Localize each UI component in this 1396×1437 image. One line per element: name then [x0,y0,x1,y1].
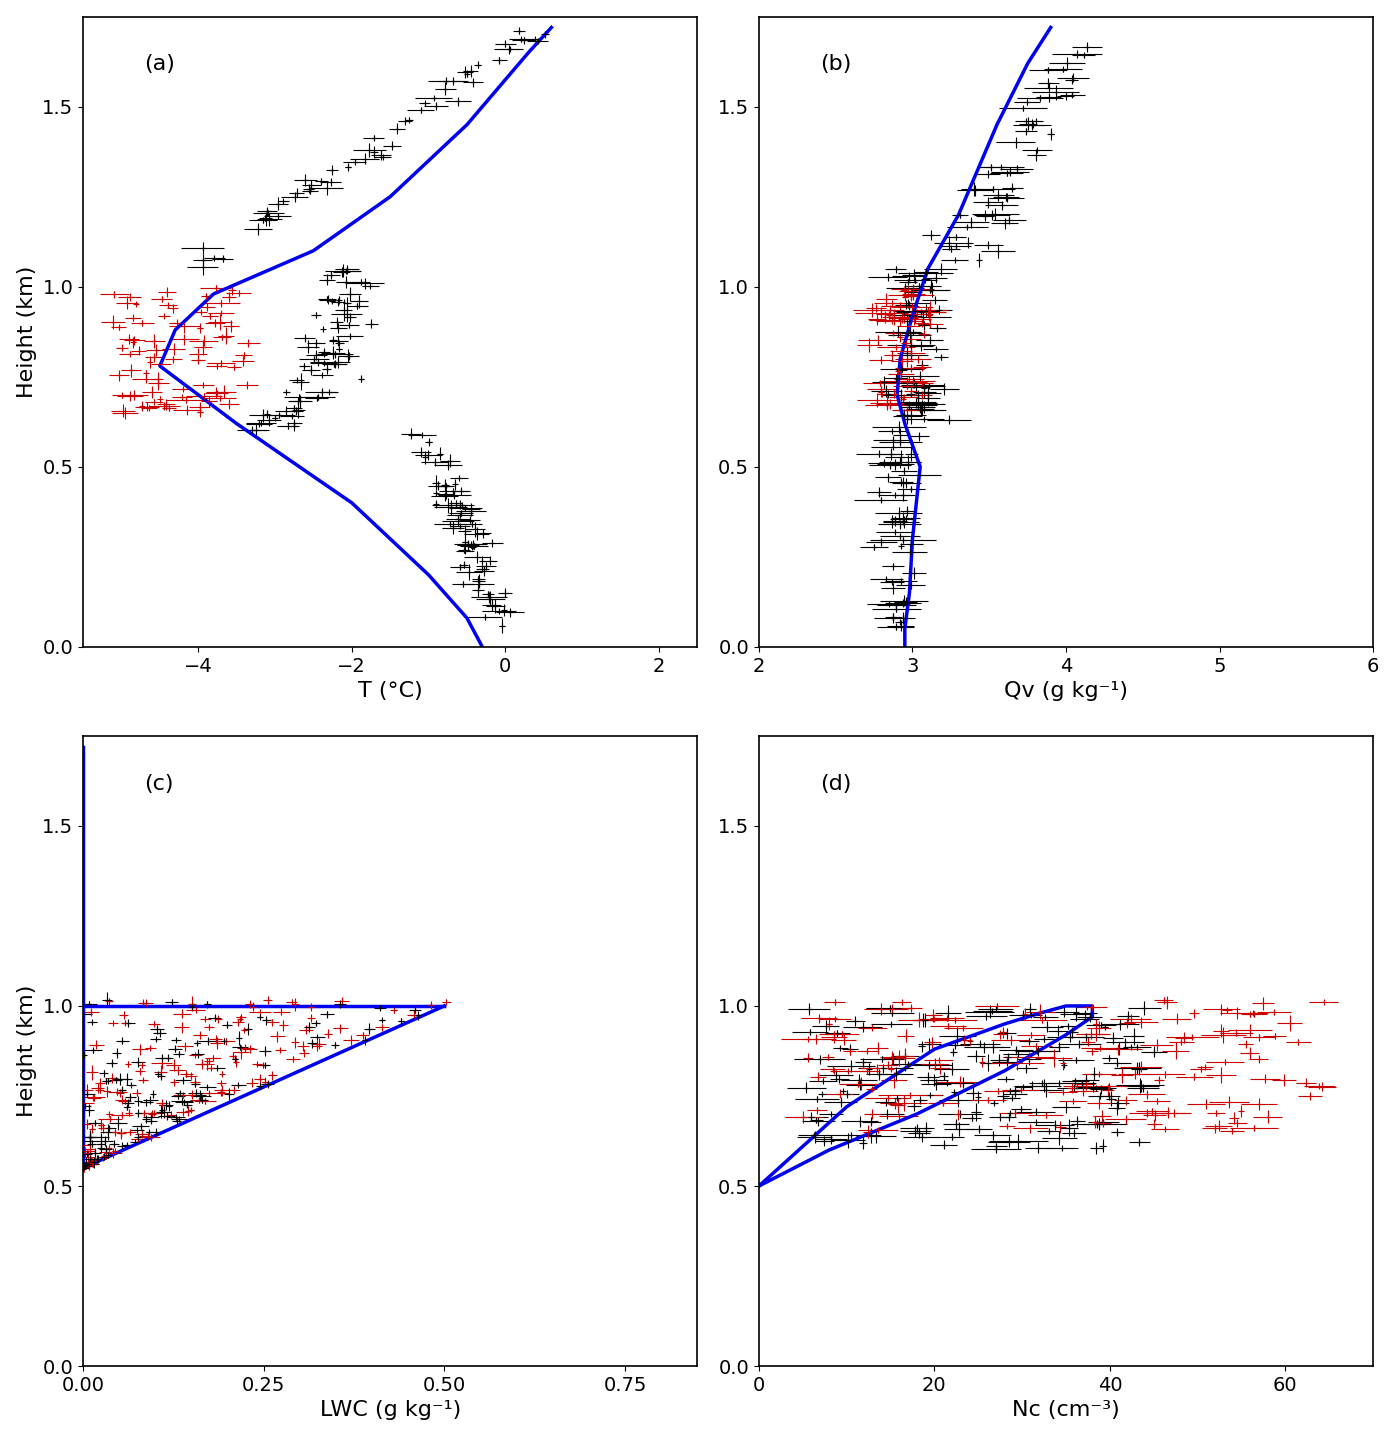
X-axis label: Qv (g kg⁻¹): Qv (g kg⁻¹) [1004,681,1128,701]
X-axis label: LWC (g kg⁻¹): LWC (g kg⁻¹) [320,1400,461,1420]
X-axis label: Nᴄ (cm⁻³): Nᴄ (cm⁻³) [1012,1400,1120,1420]
Y-axis label: Height (km): Height (km) [17,984,36,1117]
Text: (b): (b) [821,55,852,75]
Text: (c): (c) [145,773,174,793]
Text: (d): (d) [821,773,852,793]
Y-axis label: Height (km): Height (km) [17,266,36,398]
X-axis label: T (°C): T (°C) [357,681,423,701]
Text: (a): (a) [145,55,176,75]
